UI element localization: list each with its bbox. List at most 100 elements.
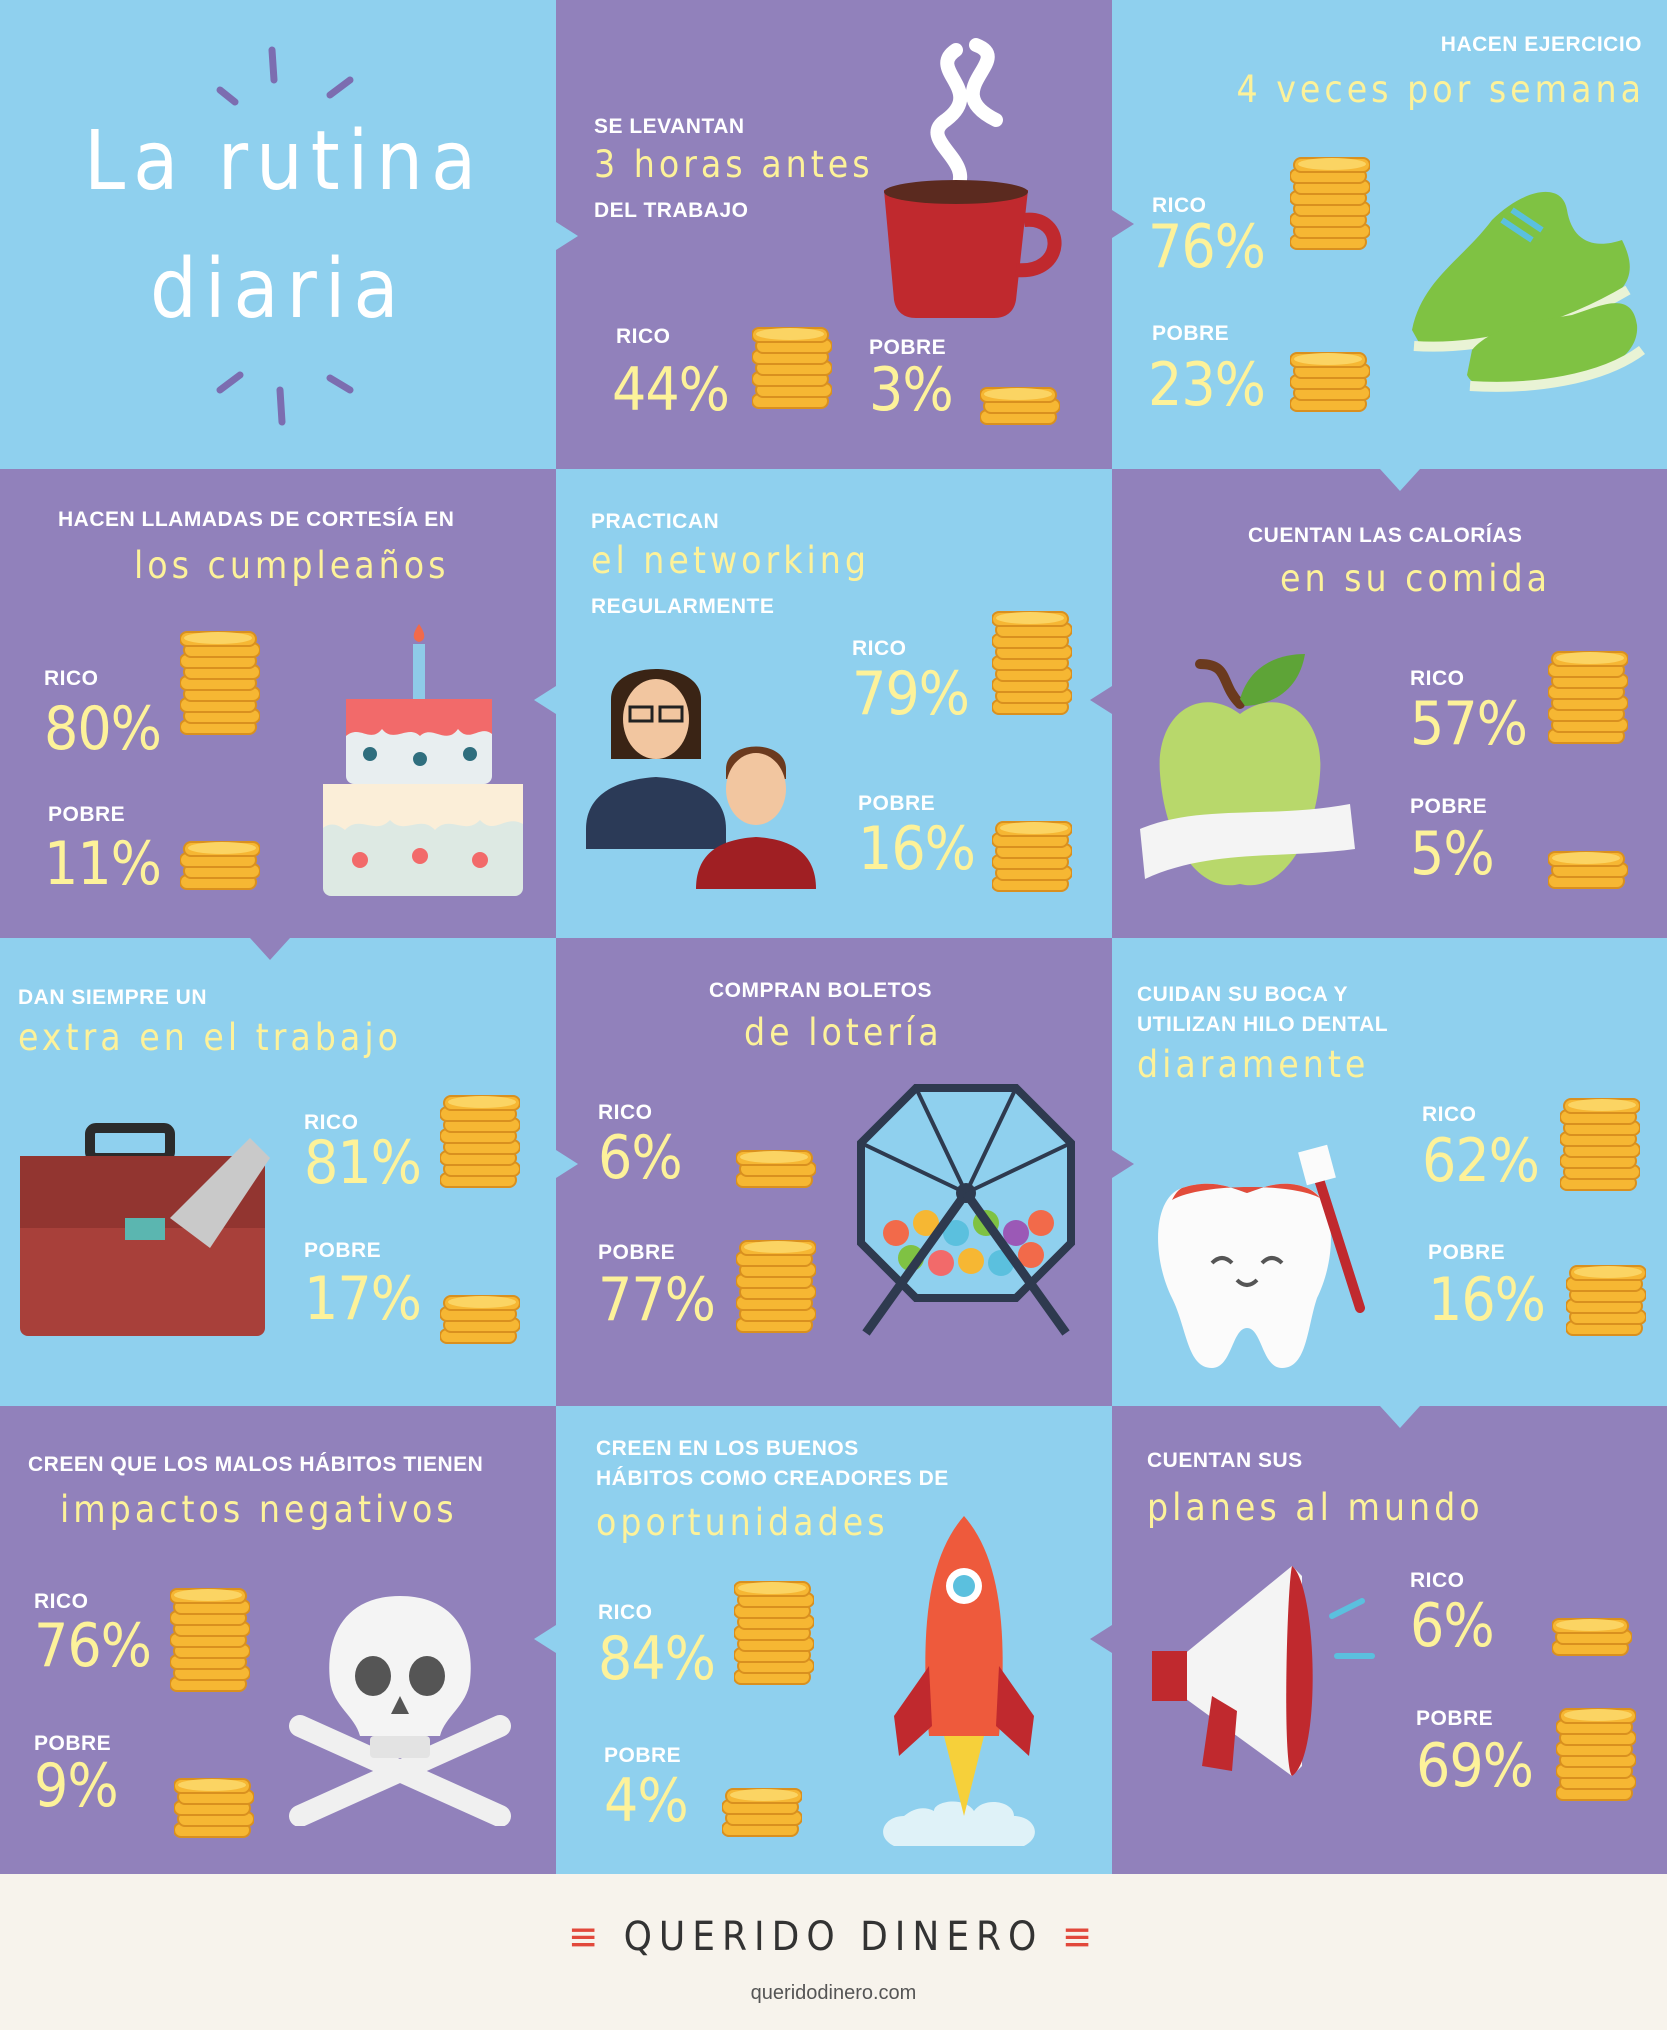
tile-malos: CREEN QUE LOS MALOS HÁBITOS TIENEN impac… (0, 1406, 556, 1874)
coin-top (448, 1296, 516, 1308)
page-title-line1: La rutina (84, 114, 485, 209)
coin-stack-rico (1559, 1086, 1641, 1197)
tile-highlight: los cumpleaños (134, 544, 450, 587)
pointer-arrow (556, 1150, 578, 1178)
coin-stack-pobre (439, 1283, 521, 1350)
tile-levantan: SE LEVANTAN 3 horas antes DEL TRABAJO RI… (556, 0, 1112, 469)
rico-value: 76% (34, 1611, 152, 1681)
pobre-label: POBRE (604, 1744, 682, 1767)
coin-top (740, 1151, 808, 1163)
coin-top (184, 632, 252, 644)
coin-top (178, 1779, 246, 1791)
tile-text-top-1: CREEN EN LOS BUENOS (596, 1437, 859, 1460)
coin-stack-rico (1551, 1606, 1633, 1662)
coin-top (448, 1096, 516, 1108)
site-link[interactable]: queridodinero.com (750, 1982, 917, 2004)
tile-boca: CUIDAN SU BOCA Y UTILIZAN HILO DENTAL di… (1112, 938, 1667, 1407)
tile-highlight: de lotería (744, 1011, 943, 1054)
coin-top (996, 612, 1064, 624)
tile-text-top-2: UTILIZAN HILO DENTAL (1137, 1013, 1389, 1036)
pobre-value: 16% (858, 814, 976, 884)
pointer-arrow (1380, 1406, 1420, 1428)
rico-value: 6% (1410, 1591, 1495, 1661)
coin-stack-pobre (1555, 1696, 1637, 1807)
tile-highlight: planes al mundo (1147, 1486, 1484, 1529)
tile-highlight: diaramente (1137, 1043, 1370, 1086)
pobre-value: 4% (604, 1766, 689, 1836)
rico-label: RICO (44, 667, 99, 690)
coin-top (1298, 158, 1366, 170)
pobre-label: POBRE (598, 1241, 676, 1264)
rico-value: 80% (44, 694, 162, 764)
pobre-label: POBRE (858, 792, 936, 815)
tile-highlight: oportunidades (596, 1501, 889, 1544)
tile-text-bottom: DEL TRABAJO (594, 199, 749, 222)
megaphone-icon (1152, 1566, 1375, 1776)
brand-logo[interactable]: ≡ QUERIDO DINERO ≡ (0, 1914, 1667, 1960)
tile-highlight: impactos negativos (60, 1488, 458, 1531)
rico-value: 79% (852, 659, 970, 729)
coin-top (174, 1589, 242, 1601)
page-title-line2: diaria (150, 242, 407, 337)
rico-label: RICO (1422, 1103, 1477, 1126)
coin-stack-pobre (721, 1776, 803, 1843)
coin-stack-rico (1547, 639, 1629, 750)
pointer-arrow (1112, 1150, 1134, 1178)
tile-highlight: 4 veces por semana (1236, 68, 1645, 111)
pobre-label: POBRE (1428, 1241, 1506, 1264)
briefcase-icon (20, 1123, 270, 1336)
pobre-value: 77% (598, 1265, 716, 1335)
coin-stack-pobre (1289, 340, 1371, 418)
rico-value: 76% (1148, 212, 1266, 282)
pobre-value: 16% (1428, 1265, 1546, 1335)
coin-stack-pobre (735, 1228, 817, 1339)
tile-loteria: COMPRAN BOLETOS de lotería RICO 6% POBRE… (556, 938, 1112, 1407)
coin-top (1556, 652, 1624, 664)
tile-text-top: HACEN EJERCICIO (1440, 33, 1642, 56)
tile-text-top: CREEN QUE LOS MALOS HÁBITOS TIENEN (28, 1453, 484, 1476)
tile-text-top-2: HÁBITOS COMO CREADORES DE (596, 1467, 949, 1490)
brand-name: QUERIDO DINERO (623, 1914, 1044, 1960)
pobre-label: POBRE (1410, 795, 1488, 818)
coin-top (984, 388, 1052, 400)
coin-top (1568, 1099, 1636, 1111)
tile-ejercicio: HACEN EJERCICIO 4 veces por semana RICO … (1112, 0, 1667, 469)
tile-text-top-1: CUIDAN SU BOCA Y (1137, 983, 1349, 1006)
rocket-icon (883, 1516, 1035, 1846)
rico-value: 57% (1410, 689, 1528, 759)
birthday-cake-icon (323, 624, 523, 896)
pobre-value: 5% (1410, 819, 1495, 889)
pointer-arrow (1380, 469, 1420, 491)
tile-text-top: HACEN LLAMADAS DE CORTESÍA EN (58, 508, 455, 531)
coin-stack-rico (991, 599, 1073, 721)
coin-stack-rico (169, 1576, 251, 1698)
rico-value: 84% (598, 1624, 716, 1694)
coin-top (1552, 852, 1620, 864)
brand-mark-left: ≡ (568, 1914, 606, 1960)
rico-value: 6% (598, 1123, 683, 1193)
pobre-value: 17% (304, 1264, 422, 1334)
coin-top (1556, 1619, 1624, 1631)
pobre-value: 11% (44, 829, 162, 899)
pobre-label: POBRE (869, 336, 947, 359)
coin-stack-pobre (173, 1766, 255, 1844)
rico-label: RICO (1410, 1569, 1465, 1592)
footer: ≡ QUERIDO DINERO ≡ queridodinero.com (0, 1874, 1667, 2030)
coin-top (730, 1789, 798, 1801)
lottery-drum-icon (857, 1084, 1075, 1336)
tile-extra: DAN SIEMPRE UN extra en el trabajo RICO … (0, 938, 556, 1407)
skull-icon (289, 1596, 511, 1826)
coin-top (756, 328, 824, 340)
coin-stack-pobre (1565, 1253, 1647, 1342)
coin-top (188, 842, 256, 854)
sneakers-icon (1412, 191, 1645, 392)
rico-label: RICO (852, 637, 907, 660)
title-tile: La rutina diaria (0, 0, 556, 469)
sparkle-lines-bottom (216, 371, 354, 426)
coin-stack-rico (735, 1138, 817, 1194)
tile-buenos: CREEN EN LOS BUENOS HÁBITOS COMO CREADOR… (556, 1406, 1112, 1874)
coin-stack-rico (179, 619, 261, 741)
rico-label: RICO (616, 325, 671, 348)
pointer-arrow (534, 1625, 556, 1653)
pobre-value: 69% (1416, 1731, 1534, 1801)
